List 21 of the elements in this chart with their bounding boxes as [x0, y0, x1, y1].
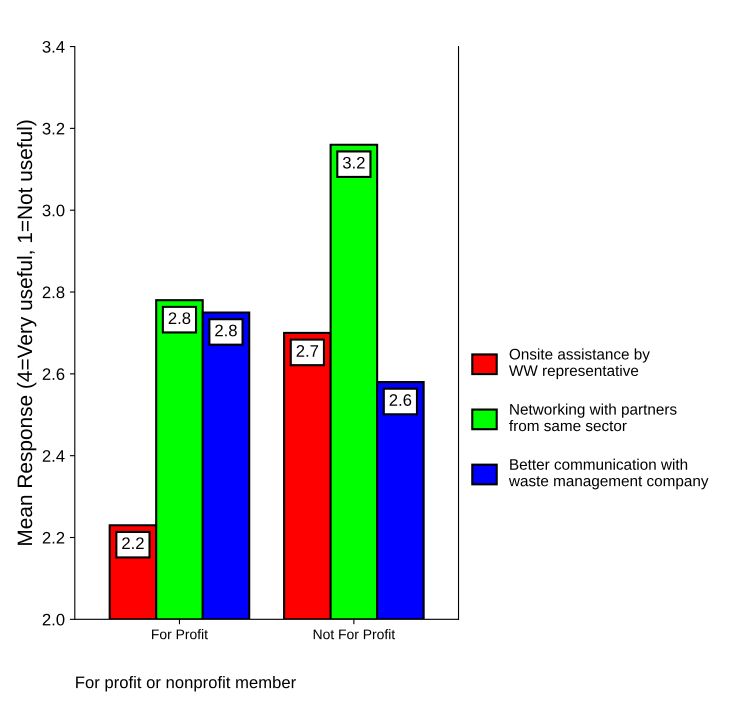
x-tick-label: For Profit	[152, 629, 208, 640]
text: 2.6	[42, 368, 64, 380]
x-axis-title: For profit or nonprofit member	[76, 676, 296, 692]
text: 2.4	[42, 450, 65, 462]
data-label: 3.2	[342, 156, 365, 169]
y-axis-title: Mean Response (4=Very useful, 1=Not useful)	[16, 120, 36, 545]
text: 2.2	[42, 532, 64, 544]
text: 3.4	[42, 40, 65, 53]
legend-label: Better communication with waste management company	[508, 458, 708, 490]
text: 2.0	[42, 614, 64, 626]
text: 2.8	[42, 286, 64, 298]
data-label: 2.2	[122, 537, 144, 549]
text: 3.2	[42, 122, 64, 135]
legend-label: Onsite assistance by WW representative	[509, 348, 650, 380]
text: 3.0	[42, 204, 64, 216]
legend-label: Networking with partners from same sector	[509, 404, 677, 432]
data-label: 2.7	[296, 345, 318, 357]
x-tick-label: Not For Profit	[314, 629, 396, 640]
data-label: 2.6	[390, 394, 412, 406]
data-label: 2.8	[215, 324, 237, 336]
data-label: 2.8	[168, 312, 190, 324]
